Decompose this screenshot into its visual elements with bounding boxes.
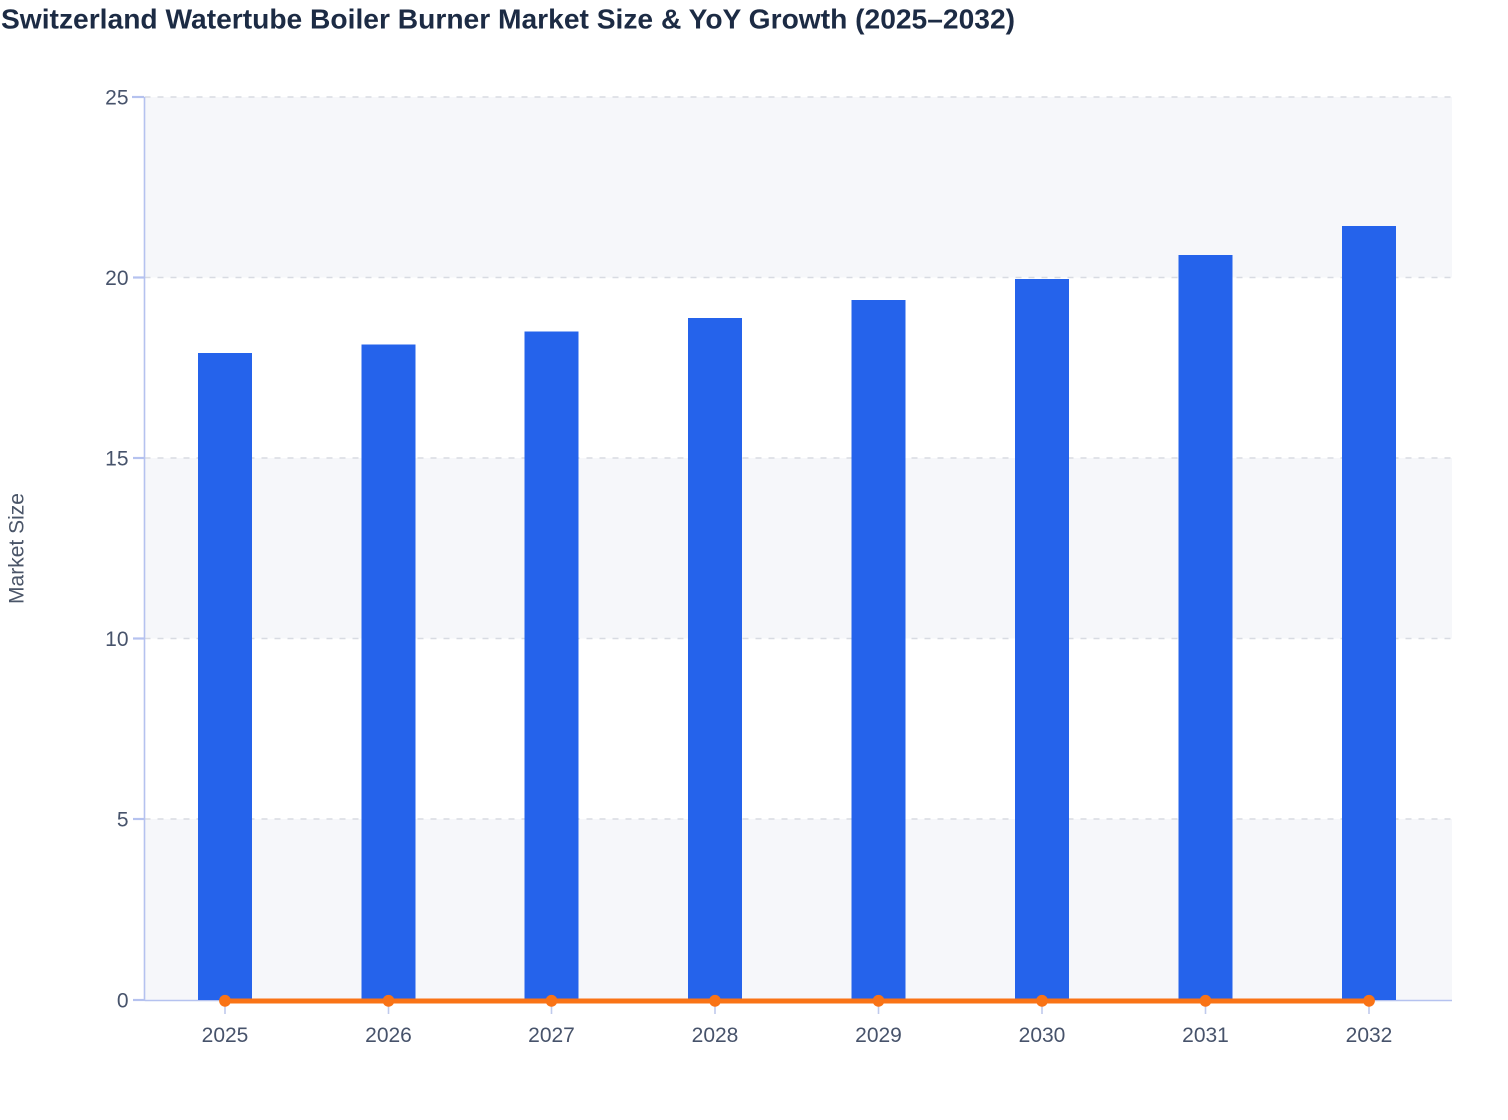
svg-text:5: 5 bbox=[117, 809, 129, 832]
svg-text:10: 10 bbox=[105, 628, 128, 651]
svg-text:0: 0 bbox=[117, 990, 129, 1013]
svg-text:Market Size: Market Size bbox=[6, 493, 29, 604]
svg-text:Switzerland Watertube Boiler B: Switzerland Watertube Boiler Burner Mark… bbox=[1, 3, 1015, 35]
svg-text:2025: 2025 bbox=[202, 1024, 249, 1047]
svg-text:2029: 2029 bbox=[855, 1024, 902, 1047]
svg-text:2028: 2028 bbox=[692, 1024, 739, 1047]
svg-text:2032: 2032 bbox=[1346, 1024, 1393, 1047]
svg-text:2031: 2031 bbox=[1182, 1024, 1229, 1047]
svg-text:20: 20 bbox=[105, 267, 128, 290]
svg-text:15: 15 bbox=[105, 448, 128, 471]
svg-text:2030: 2030 bbox=[1019, 1024, 1066, 1047]
svg-text:25: 25 bbox=[105, 87, 128, 110]
svg-text:2026: 2026 bbox=[365, 1024, 412, 1047]
svg-text:2027: 2027 bbox=[528, 1024, 575, 1047]
